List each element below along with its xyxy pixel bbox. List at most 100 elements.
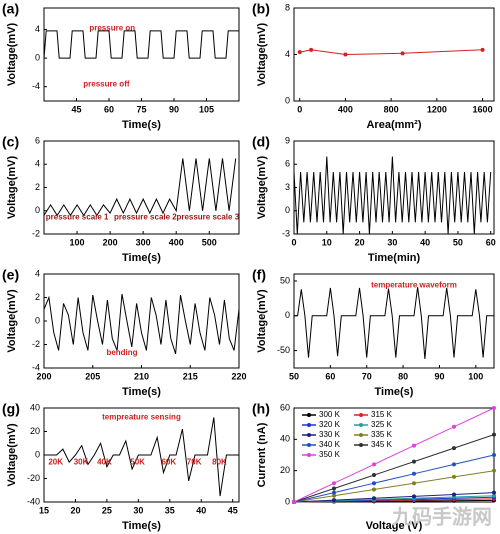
legend-marker <box>307 413 311 417</box>
x-tick-label: 90 <box>434 371 444 381</box>
data-point <box>492 406 496 410</box>
legend-label: 335 K <box>371 430 393 439</box>
panel-label: (e) <box>2 267 19 283</box>
x-tick-label: 45 <box>71 104 81 114</box>
x-tick-label: 30 <box>133 505 143 515</box>
x-axis-label: Time(s) <box>122 520 161 532</box>
y-tick-label: 20 <box>30 426 40 436</box>
x-tick-label: 1200 <box>427 104 447 114</box>
x-tick-label: 100 <box>70 237 85 247</box>
plot-frame <box>293 273 495 369</box>
data-point <box>412 481 416 486</box>
y-tick-label: 2 <box>35 292 40 302</box>
y-tick-label: 0 <box>35 52 40 62</box>
legend-label: 330 K <box>319 430 341 439</box>
data-line <box>293 470 495 503</box>
x-tick-label: 45 <box>228 505 238 515</box>
annotation: 80K <box>212 458 227 467</box>
x-tick-label: 215 <box>183 371 198 381</box>
data-point <box>412 459 416 464</box>
data-line <box>293 492 495 503</box>
data-point <box>480 47 485 52</box>
x-axis-label: Time(min) <box>368 252 421 264</box>
x-axis-label: Time(s) <box>122 386 161 398</box>
y-tick-label: 0 <box>285 205 290 215</box>
data-point <box>452 474 456 479</box>
legend-label: 340 K <box>319 440 341 449</box>
y-tick-label: -3 <box>282 228 290 238</box>
legend-label: 345 K <box>371 440 393 449</box>
y-axis-label: Voltage(mV) <box>6 22 18 86</box>
y-tick-label: 4 <box>35 159 40 169</box>
x-tick-label: 500 <box>202 237 217 247</box>
x-tick-label: 70 <box>362 371 372 381</box>
data-point <box>492 490 496 495</box>
data-point <box>452 492 456 497</box>
y-tick-label: 8 <box>285 2 290 12</box>
data-line <box>43 30 239 59</box>
y-axis-label: Voltage(mV) <box>6 289 18 353</box>
x-tick-label: 105 <box>199 104 214 114</box>
x-tick-label: 400 <box>338 104 353 114</box>
annotation: pressure on <box>89 24 135 33</box>
y-tick-label: -40 <box>27 496 40 506</box>
panel-label: (f) <box>252 267 266 283</box>
x-tick-label: 100 <box>468 371 483 381</box>
y-axis-label: Voltage(mV) <box>256 155 268 219</box>
annotation: bending <box>106 348 137 357</box>
plot-frame <box>43 7 240 102</box>
legend-label: 320 K <box>319 420 341 429</box>
legend-label: 325 K <box>371 420 393 429</box>
annotation: 40K <box>97 458 112 467</box>
data-point <box>372 473 376 478</box>
data-point <box>492 453 496 457</box>
data-point <box>343 52 348 57</box>
y-tick-label: -50 <box>277 345 290 355</box>
y-tick-label: 3 <box>285 182 290 192</box>
x-tick-label: 35 <box>165 505 175 515</box>
data-point <box>332 490 336 495</box>
data-line <box>43 293 240 355</box>
x-tick-label: 60 <box>486 237 496 247</box>
annotation: pressure scale 1 <box>46 212 109 221</box>
data-point <box>412 443 416 448</box>
data-point <box>332 486 336 491</box>
data-line <box>293 407 495 503</box>
annotation: 70K <box>187 458 202 467</box>
y-axis-label: Voltage(mV) <box>6 155 18 219</box>
panel-label: (h) <box>252 401 270 417</box>
y-axis-label: Voltage(mV) <box>6 423 18 487</box>
y-tick-label: 20 <box>280 465 290 475</box>
x-tick-label: 90 <box>169 104 179 114</box>
data-point <box>332 493 336 498</box>
legend-marker <box>359 433 363 437</box>
legend-label: 350 K <box>319 450 341 459</box>
y-tick-label: 6 <box>285 159 290 169</box>
y-tick-label: 9 <box>285 135 290 145</box>
data-point <box>292 500 296 504</box>
y-tick-label: -20 <box>27 473 40 483</box>
y-tick-label: 4 <box>285 49 290 59</box>
x-tick-label: 40 <box>196 505 206 515</box>
data-point <box>452 446 456 451</box>
y-tick-label: 0 <box>35 315 40 325</box>
data-point <box>309 47 314 52</box>
y-tick-label: 40 <box>280 434 290 444</box>
y-tick-label: 2 <box>35 182 40 192</box>
data-point <box>412 471 416 476</box>
x-tick-label: 20 <box>355 237 365 247</box>
data-point <box>372 462 376 467</box>
data-point <box>400 51 405 56</box>
x-tick-label: 60 <box>325 371 335 381</box>
data-line <box>293 434 495 503</box>
y-tick-label: -2 <box>32 339 40 349</box>
x-tick-label: 60 <box>104 104 114 114</box>
panel-label: (d) <box>252 134 270 150</box>
annotation: tempreature sensing <box>102 413 181 422</box>
data-line <box>44 417 239 497</box>
legend-marker <box>359 443 363 447</box>
legend-marker <box>307 453 311 457</box>
x-tick-label: 0 <box>291 237 296 247</box>
legend-label: 300 K <box>319 410 341 419</box>
